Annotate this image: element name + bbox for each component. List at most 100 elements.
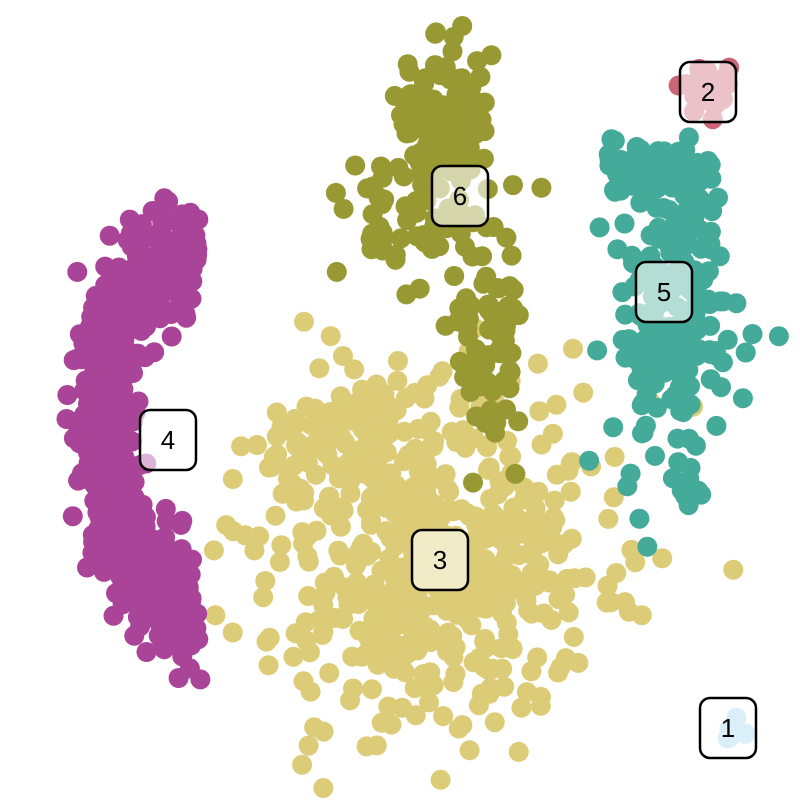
data-point-cluster-6 bbox=[480, 400, 501, 421]
data-point-cluster-3 bbox=[379, 523, 400, 544]
data-point-cluster-6 bbox=[476, 266, 497, 287]
data-point-cluster-4 bbox=[103, 605, 124, 626]
cluster-label-box-3 bbox=[410, 528, 470, 592]
data-point-cluster-4 bbox=[186, 233, 207, 254]
data-point-cluster-4 bbox=[172, 634, 193, 655]
data-point-cluster-3 bbox=[231, 436, 252, 457]
cluster-label-box-6 bbox=[430, 164, 490, 228]
data-point-cluster-5 bbox=[768, 326, 789, 347]
data-point-cluster-3 bbox=[371, 424, 392, 444]
data-point-cluster-3 bbox=[205, 605, 226, 626]
data-point-cluster-3 bbox=[493, 560, 514, 581]
data-point-cluster-3 bbox=[434, 466, 455, 487]
data-point-cluster-3 bbox=[405, 438, 426, 459]
data-point-cluster-4 bbox=[131, 232, 151, 253]
data-point-cluster-4 bbox=[182, 271, 203, 292]
data-point-cluster-6 bbox=[508, 411, 529, 432]
data-point-cluster-4 bbox=[96, 351, 117, 372]
data-point-cluster-3 bbox=[348, 594, 369, 614]
data-point-cluster-6 bbox=[357, 178, 378, 199]
data-point-cluster-3 bbox=[256, 631, 277, 652]
data-point-cluster-5 bbox=[632, 393, 653, 414]
data-point-cluster-3 bbox=[321, 505, 342, 526]
data-point-cluster-3 bbox=[603, 487, 624, 508]
data-point-cluster-6 bbox=[446, 84, 467, 105]
data-point-cluster-6 bbox=[501, 343, 522, 364]
data-point-cluster-3 bbox=[344, 359, 365, 380]
data-point-cluster-4 bbox=[83, 532, 104, 553]
cluster-label-box-2 bbox=[678, 60, 738, 124]
data-point-cluster-5 bbox=[672, 320, 693, 341]
data-point-cluster-3 bbox=[527, 353, 548, 374]
data-point-cluster-3 bbox=[369, 487, 390, 507]
data-point-cluster-6 bbox=[409, 278, 430, 299]
cluster-label-5: 5 bbox=[634, 260, 694, 324]
data-point-cluster-3 bbox=[306, 520, 327, 541]
data-point-cluster-3 bbox=[296, 396, 317, 417]
data-point-cluster-4 bbox=[124, 625, 145, 646]
data-point-cluster-4 bbox=[149, 291, 169, 312]
data-point-cluster-4 bbox=[155, 558, 176, 579]
data-point-cluster-4 bbox=[159, 612, 180, 633]
data-point-cluster-3 bbox=[222, 622, 243, 643]
data-point-cluster-3 bbox=[367, 654, 388, 675]
data-point-cluster-3 bbox=[394, 421, 415, 442]
data-point-cluster-3 bbox=[309, 358, 330, 379]
data-point-cluster-3 bbox=[266, 402, 287, 423]
data-point-cluster-3 bbox=[203, 540, 224, 561]
data-point-cluster-6 bbox=[442, 41, 463, 62]
data-point-cluster-4 bbox=[188, 209, 209, 230]
data-point-cluster-3 bbox=[366, 735, 387, 756]
data-point-cluster-3 bbox=[247, 435, 267, 455]
data-point-cluster-3 bbox=[340, 483, 361, 504]
data-point-cluster-3 bbox=[356, 449, 377, 470]
data-point-cluster-6 bbox=[435, 315, 456, 336]
data-point-cluster-6 bbox=[385, 249, 406, 270]
data-point-cluster-3 bbox=[390, 614, 411, 635]
data-point-cluster-6 bbox=[467, 51, 488, 72]
data-point-cluster-4 bbox=[120, 573, 141, 594]
data-point-cluster-6 bbox=[462, 246, 483, 267]
data-point-cluster-3 bbox=[511, 697, 532, 718]
cluster-label-box-5 bbox=[634, 260, 694, 324]
data-point-cluster-3 bbox=[345, 393, 366, 414]
data-point-cluster-3 bbox=[258, 655, 279, 676]
data-point-cluster-3 bbox=[293, 533, 314, 554]
data-point-cluster-3 bbox=[216, 515, 237, 536]
data-point-cluster-6 bbox=[440, 69, 460, 90]
data-point-cluster-6 bbox=[412, 188, 433, 209]
data-point-cluster-4 bbox=[154, 639, 175, 660]
data-point-cluster-6 bbox=[326, 261, 347, 282]
data-point-cluster-3 bbox=[380, 402, 400, 423]
data-point-cluster-5 bbox=[708, 187, 728, 208]
data-point-cluster-5 bbox=[589, 217, 610, 238]
cluster-label-text-6: 6 bbox=[453, 181, 467, 211]
data-point-cluster-3 bbox=[496, 612, 517, 633]
data-point-cluster-3 bbox=[362, 679, 382, 700]
data-point-cluster-3 bbox=[575, 567, 596, 588]
data-point-cluster-3 bbox=[487, 484, 508, 505]
data-point-cluster-3 bbox=[523, 566, 544, 587]
data-point-cluster-5 bbox=[664, 236, 685, 257]
data-point-cluster-3 bbox=[621, 539, 642, 560]
data-point-cluster-3 bbox=[320, 326, 341, 347]
data-point-cluster-3 bbox=[414, 388, 435, 409]
data-point-cluster-6 bbox=[384, 85, 405, 106]
data-point-cluster-4 bbox=[67, 261, 88, 282]
data-point-cluster-3 bbox=[397, 594, 418, 615]
data-point-cluster-6 bbox=[463, 472, 483, 493]
cluster-label-text-4: 4 bbox=[161, 425, 175, 455]
data-point-cluster-3 bbox=[546, 394, 567, 415]
data-point-cluster-6 bbox=[474, 121, 495, 142]
data-point-cluster-3 bbox=[381, 714, 402, 735]
data-point-cluster-3 bbox=[383, 658, 404, 679]
data-point-cluster-5 bbox=[629, 508, 650, 529]
data-point-cluster-3 bbox=[387, 370, 408, 391]
data-point-cluster-3 bbox=[330, 424, 351, 445]
cluster-label-2: 2 bbox=[678, 60, 738, 124]
data-point-cluster-4 bbox=[144, 594, 165, 614]
data-point-cluster-3 bbox=[438, 499, 459, 520]
data-point-cluster-5 bbox=[615, 304, 636, 325]
data-point-cluster-3 bbox=[548, 534, 568, 555]
data-point-cluster-4 bbox=[190, 669, 211, 690]
